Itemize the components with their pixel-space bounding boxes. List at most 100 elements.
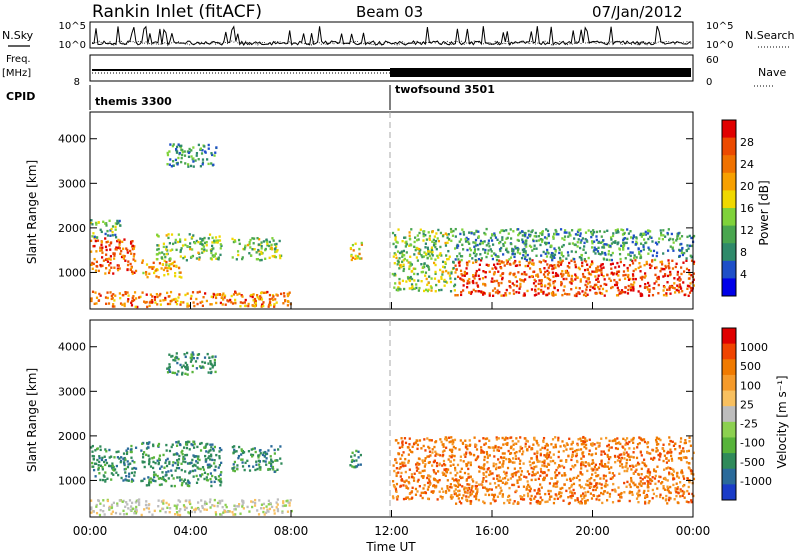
power-cell: [250, 293, 253, 297]
power-cell: [590, 263, 593, 266]
power-cell: [455, 268, 458, 271]
velocity-cell: [162, 499, 165, 502]
power-cell: [463, 270, 466, 274]
power-cell: [166, 151, 169, 155]
velocity-cell: [236, 467, 239, 471]
velocity-cell: [191, 469, 194, 473]
power-cell: [675, 239, 678, 242]
power-cell: [113, 254, 116, 257]
power-cell: [91, 290, 95, 293]
power-cell: [418, 286, 421, 290]
velocity-cell: [579, 494, 583, 498]
power-cell: [552, 291, 555, 295]
velocity-cell: [467, 467, 470, 471]
velocity-cell: [537, 489, 540, 492]
velocity-cell: [462, 494, 465, 497]
velocity-cell: [94, 449, 97, 452]
velocity-cell: [126, 503, 129, 506]
velocity-cell: [440, 440, 443, 444]
power-cell: [114, 225, 117, 229]
power-cell: [117, 221, 120, 224]
velocity-cell: [185, 453, 189, 457]
power-cell: [93, 235, 96, 239]
power-cell: [168, 242, 172, 245]
power-cell: [459, 232, 462, 236]
velocity-cell: [214, 476, 217, 479]
power-cell: [458, 252, 461, 255]
velocity-cell: [584, 443, 588, 447]
velocity-cell: [642, 491, 645, 495]
velocity-cell: [582, 435, 585, 439]
power-cell: [667, 259, 670, 262]
power-cell: [201, 304, 205, 308]
velocity-cell: [630, 438, 633, 442]
velocity-cell: [531, 461, 534, 465]
power-cell: [398, 251, 402, 255]
velocity-cell: [647, 468, 650, 471]
velocity-cell: [210, 453, 213, 456]
power-cell: [152, 265, 155, 269]
x-tick-label: 12:00: [374, 524, 409, 538]
power-cell: [660, 231, 663, 235]
power-cell: [657, 275, 660, 279]
power-cell: [149, 293, 152, 296]
velocity-cell: [188, 448, 191, 451]
power-cell: [474, 244, 478, 247]
power-cell: [621, 233, 625, 236]
velocity-cell: [577, 474, 580, 478]
power-cell: [454, 264, 457, 267]
velocity-cell: [106, 499, 110, 503]
power-cell: [681, 253, 685, 257]
velocity-cell: [233, 469, 236, 473]
power-cell: [201, 161, 205, 164]
power-cell: [442, 265, 445, 269]
power-cell: [639, 254, 642, 257]
velocity-cell: [422, 487, 425, 490]
power-cell: [664, 264, 667, 268]
power-cell: [466, 286, 469, 289]
power-cell: [406, 259, 409, 262]
power-cell: [507, 232, 510, 235]
power-cell: [238, 242, 241, 246]
velocity-cell: [272, 468, 275, 471]
velocity-cell: [608, 495, 611, 498]
velocity-cell: [590, 497, 594, 500]
velocity-cell: [404, 457, 407, 461]
velocity-cell: [559, 487, 562, 491]
power-cell: [477, 290, 480, 293]
velocity-cell: [172, 461, 175, 464]
power-cell: [573, 294, 577, 297]
power-cell: [602, 258, 606, 261]
power-cell: [627, 278, 631, 282]
velocity-cell: [166, 367, 169, 370]
velocity-cell: [463, 490, 467, 494]
power-cell: [528, 267, 532, 270]
power-cell: [91, 261, 94, 265]
power-cell: [541, 230, 544, 233]
velocity-cell: [127, 475, 131, 478]
velocity-cell: [110, 465, 113, 468]
power-cell: [689, 282, 692, 285]
velocity-cell: [444, 474, 447, 478]
velocity-cell: [208, 500, 212, 504]
velocity-cell: [506, 499, 509, 502]
power-cell: [506, 250, 509, 253]
velocity-cell: [549, 495, 552, 498]
velocity-cell: [507, 478, 510, 481]
velocity-cell: [144, 503, 148, 507]
power-cell: [622, 237, 625, 240]
velocity-cell: [532, 436, 536, 440]
velocity-cell: [456, 479, 459, 483]
power-cell: [215, 146, 218, 149]
velocity-cell: [417, 463, 420, 466]
velocity-cell: [529, 489, 532, 493]
velocity-cell: [122, 461, 126, 464]
power-cell: [573, 243, 576, 246]
velocity-cell: [432, 484, 435, 488]
power-cell: [233, 239, 236, 242]
power-cell: [157, 244, 160, 247]
velocity-cell: [684, 456, 687, 459]
velocity-cell: [265, 452, 268, 456]
power-cell: [600, 263, 603, 266]
velocity-cell: [421, 469, 424, 473]
